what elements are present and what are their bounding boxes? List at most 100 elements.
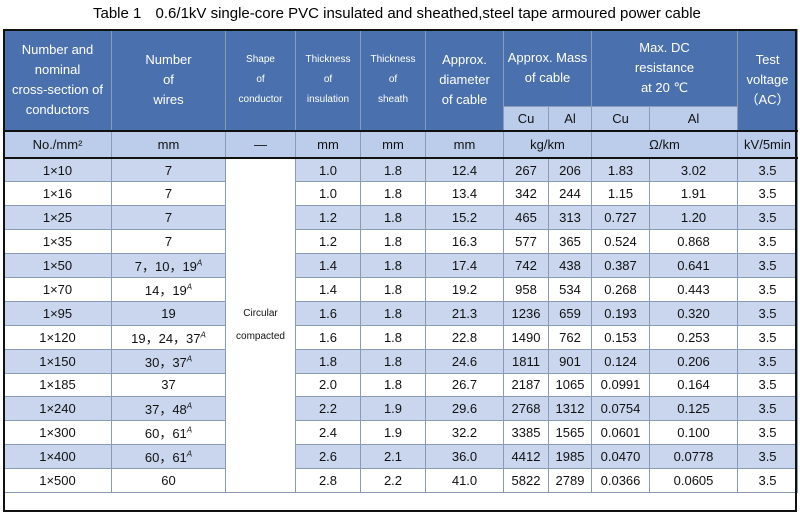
cell-wires: 37，48A xyxy=(111,396,226,422)
cell-mass-cu-text: 1490 xyxy=(511,329,541,345)
cell-resistance-cu: 0.0754 xyxy=(591,396,651,422)
cell-sheath: 2.1 xyxy=(360,444,426,470)
cell-resistance-al-text: 0.206 xyxy=(677,353,710,369)
cell-sheath: 1.9 xyxy=(360,396,426,422)
unit-insulation: mm xyxy=(295,130,361,159)
header-voltage: Test voltage （AC） xyxy=(737,29,799,132)
cell-resistance-cu-text: 0.0601 xyxy=(600,425,641,441)
cell-wires-text: 14，19 xyxy=(144,282,187,298)
cell-wires-text: 7 xyxy=(164,162,173,178)
cell-section-text: 1×300 xyxy=(39,425,76,441)
footnote-marker: A xyxy=(186,354,193,364)
cell-mass-cu: 4412 xyxy=(503,444,549,470)
cell-mass-al: 659 xyxy=(547,300,593,326)
cell-resistance-al: 0.100 xyxy=(649,420,739,446)
cell-voltage: 3.5 xyxy=(737,276,799,302)
table-row: 1×185 37 2.0 1.8 26.7 2187 1065 0.0991 0.164 3.5 xyxy=(3,372,799,398)
cell-resistance-cu-text: 0.387 xyxy=(604,258,637,273)
cell-mass-cu: 3385 xyxy=(503,420,549,446)
cell-mass-cu: 342 xyxy=(503,181,549,207)
table-row: 1×120 19，24，37A 1.6 1.8 22.8 1490 762 0.153 0.25… xyxy=(3,324,799,350)
cell-section: 1×300 xyxy=(3,420,112,446)
cell-mass-cu: 267 xyxy=(503,157,549,183)
cell-diameter-text: 41.0 xyxy=(451,473,478,489)
cell-diameter: 32.2 xyxy=(425,420,504,446)
cell-diameter: 15.2 xyxy=(425,205,504,231)
cell-insulation-text: 1.2 xyxy=(318,234,338,250)
cell-diameter-text: 26.7 xyxy=(451,377,478,393)
table-row: 1×50 7，10，19A 1.4 1.8 17.4 742 438 0.387 0.641 3.… xyxy=(3,253,799,278)
unit-voltage: kV/5min xyxy=(737,130,799,159)
cell-wires: 19 xyxy=(111,300,226,326)
cell-resistance-cu-text: 0.727 xyxy=(604,210,637,226)
cell-mass-al: 244 xyxy=(547,181,593,207)
cell-diameter: 26.7 xyxy=(425,372,504,398)
cell-diameter-text: 19.2 xyxy=(451,281,478,297)
cell-resistance-cu-text: 0.0470 xyxy=(600,449,641,465)
cell-voltage-text: 3.5 xyxy=(758,473,777,489)
cell-diameter-text: 12.4 xyxy=(451,162,478,178)
cell-section-text: 1×70 xyxy=(42,281,73,297)
cell-mass-al-text: 365 xyxy=(559,234,581,250)
cell-wires-text: 7 xyxy=(164,234,173,250)
cell-mass-al-text: 206 xyxy=(559,162,581,178)
cell-voltage: 3.5 xyxy=(737,157,799,183)
cell-insulation: 1.0 xyxy=(295,181,361,207)
cell-voltage-text: 3.5 xyxy=(758,377,777,393)
cell-resistance-cu: 0.153 xyxy=(591,324,651,350)
cell-mass-al: 365 xyxy=(547,229,593,255)
cell-section-text: 1×500 xyxy=(39,473,76,489)
cell-resistance-cu-text: 0.0366 xyxy=(600,473,641,489)
cell-mass-cu-text: 267 xyxy=(515,162,537,178)
cell-mass-al: 1985 xyxy=(547,444,593,470)
cell-insulation-text: 1.4 xyxy=(318,281,338,297)
cell-wires: 60，61A xyxy=(111,444,226,470)
cell-resistance-al-text: 0.0778 xyxy=(673,449,714,465)
cell-insulation: 2.6 xyxy=(295,444,361,470)
cell-voltage: 3.5 xyxy=(737,300,799,326)
footnote-marker: A xyxy=(200,330,206,340)
footnote-marker: A xyxy=(186,449,193,459)
cell-mass-al-text: 762 xyxy=(559,329,581,345)
cell-mass-al: 901 xyxy=(547,348,593,374)
cell-diameter-text: 36.0 xyxy=(451,449,478,465)
cell-resistance-cu: 0.193 xyxy=(591,300,651,326)
cell-mass-al: 762 xyxy=(547,324,593,350)
cell-section-text: 1×400 xyxy=(39,449,76,465)
cell-wires-text: 37 xyxy=(161,377,176,393)
cell-section: 1×50 xyxy=(3,253,112,278)
cell-resistance-cu: 0.524 xyxy=(591,229,651,255)
cell-wires-text: 30，37 xyxy=(144,354,187,370)
cell-mass-cu-text: 958 xyxy=(515,281,537,297)
cell-insulation-text: 2.4 xyxy=(318,425,338,441)
cell-diameter: 41.0 xyxy=(425,468,504,493)
cell-resistance-al-text: 0.443 xyxy=(677,281,710,297)
cell-section-text: 1×16 xyxy=(42,186,73,202)
cell-resistance-cu-text: 1.83 xyxy=(607,162,634,178)
cell-section-text: 1×10 xyxy=(42,162,73,178)
cell-resistance-cu: 0.727 xyxy=(591,205,651,231)
cell-resistance-cu: 0.0366 xyxy=(591,468,651,493)
cell-mass-cu: 958 xyxy=(503,276,549,302)
cell-insulation: 2.4 xyxy=(295,420,361,446)
cell-insulation: 2.2 xyxy=(295,396,361,422)
cell-section: 1×120 xyxy=(3,324,112,350)
cell-insulation-text: 2.6 xyxy=(318,449,338,465)
cell-insulation: 1.6 xyxy=(295,300,361,326)
header-resistance-al: Al xyxy=(649,106,739,132)
cell-section-text: 1×95 xyxy=(42,305,73,321)
cell-insulation-text: 2.2 xyxy=(318,401,338,417)
table-title: 0.6/1kV single-core PVC insulated and sh… xyxy=(155,5,701,22)
table-row: 1×500 60 2.8 2.2 41.0 5822 2789 0.0366 0.0605 3.5 xyxy=(3,468,799,493)
cell-voltage: 3.5 xyxy=(737,468,799,493)
header-shape: Shape of conductor xyxy=(225,29,296,132)
cell-sheath-text: 1.8 xyxy=(383,281,403,297)
table-row: 1×10 7 Circular compacted 1.0 1.8 12.4 267 206 1.… xyxy=(3,157,799,493)
cell-mass-cu-text: 465 xyxy=(515,210,537,226)
cell-resistance-al-text: 0.100 xyxy=(677,425,710,441)
cell-resistance-al-text: 0.0605 xyxy=(673,473,714,489)
cell-sheath-text: 1.8 xyxy=(383,305,403,321)
cell-mass-al-text: 313 xyxy=(559,210,581,226)
cell-sheath-text: 1.9 xyxy=(383,425,403,441)
cell-resistance-al: 0.0605 xyxy=(649,468,739,493)
